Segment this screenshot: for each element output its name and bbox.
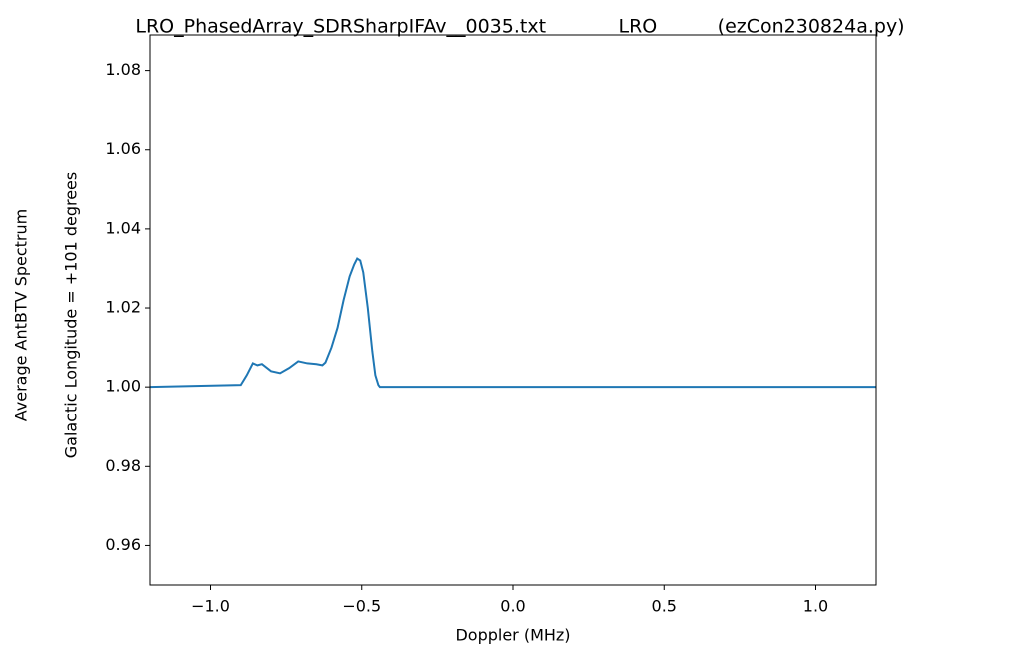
x-tick-label: −0.5 — [342, 597, 381, 616]
y-tick-label: 1.06 — [105, 139, 141, 158]
y-tick-label: 0.98 — [105, 456, 141, 475]
plot-frame — [149, 34, 877, 586]
y-axis-label: Average AntBTV Spectrum — [12, 209, 31, 421]
x-tick-label: 1.0 — [803, 597, 828, 616]
x-axis-label: Doppler (MHz) — [455, 626, 570, 645]
x-tick-label: 0.0 — [500, 597, 525, 616]
y-axis-label: Galactic Longitude = +101 degrees — [62, 172, 81, 458]
data-line — [150, 257, 876, 389]
y-tick-label: 1.00 — [105, 377, 141, 396]
y-tick-label: 1.04 — [105, 218, 141, 237]
y-tick-label: 1.02 — [105, 298, 141, 317]
x-tick-label: 0.5 — [652, 597, 677, 616]
y-tick-label: 1.08 — [105, 60, 141, 79]
x-tick-label: −1.0 — [191, 597, 230, 616]
y-tick-label: 0.96 — [105, 535, 141, 554]
chart-title: LRO_PhasedArray_SDRSharpIFAv__0035.txt L… — [135, 16, 904, 38]
